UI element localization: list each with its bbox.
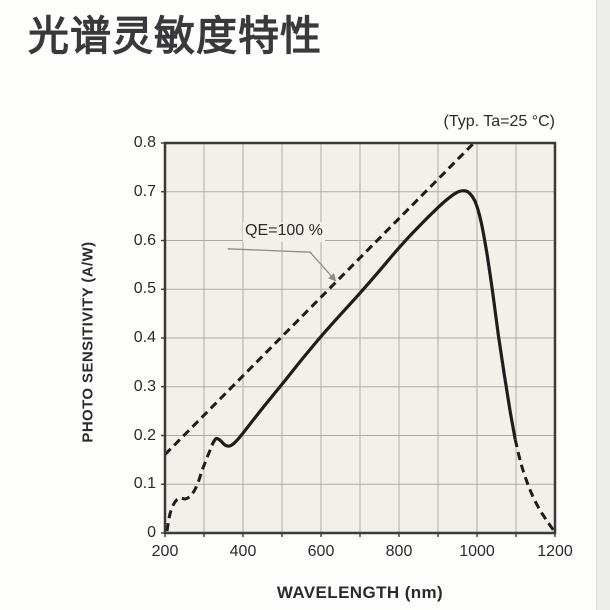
plot-border [163,141,557,535]
y-tick-label: 0.8 [133,134,156,151]
x-tick-label: 200 [151,543,179,560]
y-tick-label: 0.4 [133,329,156,346]
x-tick-label: 1000 [459,543,495,560]
x-tick-label: 600 [307,543,335,560]
condition-label: (Typ. Ta=25 °C) [443,113,555,130]
x-axis-title: WAVELENGTH (nm) [276,583,444,602]
x-tick-label: 1200 [537,543,573,560]
series-sensitivity-typical [210,189,517,448]
y-tick-label: 0 [147,524,156,541]
page-title: 光谱灵敏度特性 [28,13,322,59]
qe-annotation-leader [227,248,337,282]
y-axis-title: PHOTO SENSITIVITY (A/W) [79,241,97,443]
x-tick-label: 400 [229,543,257,560]
qe-annotation-label: QE=100 % [243,221,325,242]
y-tick-label: 0.5 [133,280,156,298]
y-tick-label: 0.2 [133,426,156,444]
y-tick-label: 0.1 [133,475,156,493]
x-tick-label: 800 [385,543,413,560]
y-tick-label: 0.3 [133,377,156,395]
series-sensitivity-uv-extrapolation [165,446,213,532]
y-tick-label: 0.7 [133,182,156,200]
y-tick-label: 0.6 [133,231,156,249]
series-qe-100-percent-line [165,143,475,456]
page-edge-strip [596,0,610,610]
